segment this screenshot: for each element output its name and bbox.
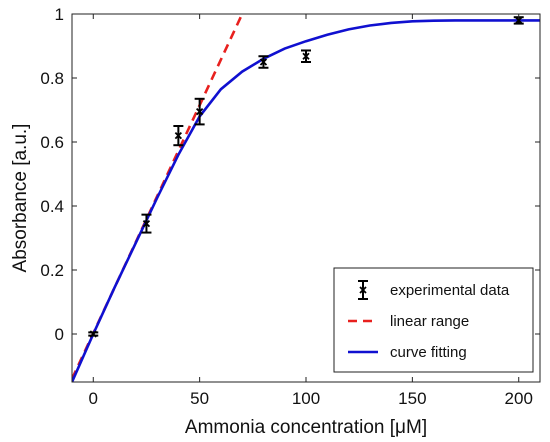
x-tick-label: 100 bbox=[292, 389, 320, 408]
data-point bbox=[141, 213, 152, 234]
point-marker bbox=[259, 58, 268, 66]
legend-entries: experimental data linear range curve fitti… bbox=[348, 280, 510, 361]
y-tick-label: 0.6 bbox=[40, 133, 64, 152]
legend: experimental data linear range curve fitti… bbox=[333, 267, 534, 373]
ticks-layer: 0 50 100 150 200 0 0.2 0.4 0.6 0.8 1 bbox=[40, 5, 540, 408]
x-tick-label: 50 bbox=[190, 389, 209, 408]
legend-label: experimental data bbox=[390, 282, 510, 299]
x-tick-label: 0 bbox=[89, 389, 98, 408]
data-point bbox=[173, 125, 184, 147]
point-marker bbox=[174, 131, 183, 140]
point-marker bbox=[142, 219, 151, 228]
point-marker bbox=[89, 330, 97, 338]
series-layer bbox=[72, 14, 540, 382]
data-point bbox=[258, 55, 269, 69]
series-line-2 bbox=[72, 19, 540, 382]
y-tick-label: 1 bbox=[55, 5, 64, 24]
legend-entry: linear range bbox=[348, 313, 469, 330]
x-tick-label: 150 bbox=[398, 389, 426, 408]
y-axis-label: Absorbance [a.u.] bbox=[10, 124, 31, 273]
legend-label: curve fitting bbox=[390, 344, 467, 361]
y-tick-label: 0 bbox=[55, 325, 64, 344]
x-tick-label: 200 bbox=[505, 389, 533, 408]
y-tick-label: 0.4 bbox=[40, 197, 64, 216]
legend-swatch-marker bbox=[359, 286, 367, 294]
legend-entry: experimental data bbox=[358, 280, 510, 300]
x-axis-label: Ammonia concentration [μM] bbox=[185, 417, 427, 438]
y-tick-label: 0.8 bbox=[40, 69, 64, 88]
legend-label: linear range bbox=[390, 313, 469, 330]
point-marker bbox=[195, 107, 204, 116]
y-tick-label: 0.2 bbox=[40, 261, 64, 280]
point-marker bbox=[515, 16, 523, 25]
data-point bbox=[88, 330, 99, 338]
point-marker bbox=[302, 52, 310, 60]
data-point bbox=[301, 49, 311, 63]
data-point bbox=[194, 97, 205, 126]
legend-entry: curve fitting bbox=[348, 344, 467, 361]
